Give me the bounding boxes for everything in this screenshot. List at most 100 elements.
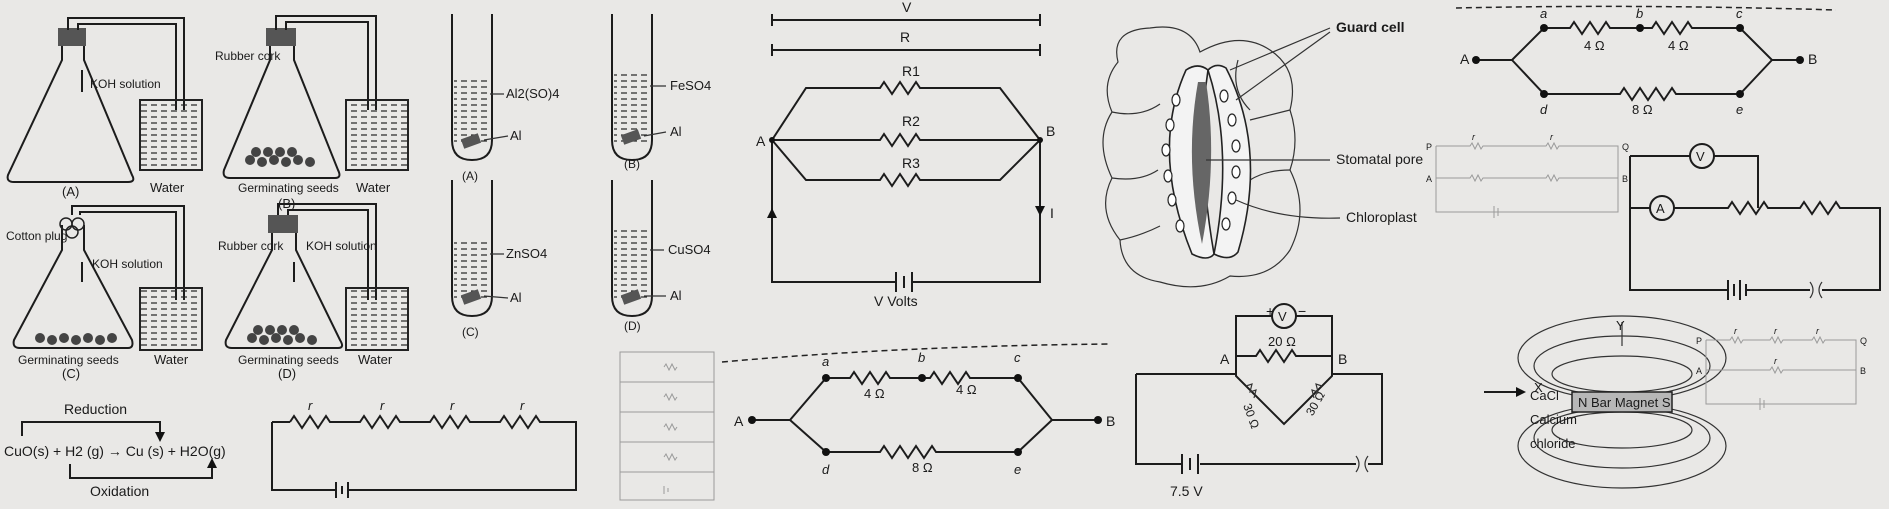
pq-panel-2: P Q A B r r r r — [1696, 326, 1867, 410]
meter-v-label: V — [1696, 149, 1705, 164]
series-r-1: r — [308, 398, 313, 413]
voltmeter-label: V — [1278, 309, 1287, 324]
flask-panel: KOH solution Water (A) Rubber cork Germi… — [6, 15, 409, 381]
stomatal-pore-shape — [1191, 82, 1212, 244]
flask-label-c: (C) — [62, 366, 80, 381]
chloride-label: chloride — [1530, 436, 1576, 451]
pq2-b: B — [1860, 366, 1866, 376]
reduction-label: Reduction — [64, 401, 127, 417]
flask-label-d: (D) — [278, 366, 296, 381]
beaker-d — [345, 287, 409, 351]
rubber-cork-label-d: Rubber cork — [218, 239, 284, 253]
bridge-a-label: A — [1220, 351, 1230, 367]
pq2-r4: r — [1774, 356, 1778, 366]
bar-magnet-label: N Bar Magnet S — [1578, 395, 1671, 410]
testtube-a: Al2(SO)4 Al (A) — [451, 14, 559, 183]
network-panel: a b c d e A B 4 Ω 4 Ω 8 Ω — [721, 343, 1115, 477]
rubber-cork-label-b: Rubber cork — [215, 49, 281, 63]
plus-sign: + — [1266, 303, 1274, 319]
metal-label-b: Al — [670, 124, 682, 139]
cotton-plug-icon — [59, 217, 85, 239]
pq2-a: A — [1696, 366, 1702, 376]
r-de-label: 8 Ω — [912, 460, 933, 475]
rnode-b: b — [1636, 6, 1643, 21]
meters-panel: V A — [1629, 143, 1881, 300]
pq2-r2: r — [1774, 326, 1778, 336]
pq2-q: Q — [1860, 336, 1867, 346]
battery-label: 7.5 V — [1170, 483, 1203, 499]
chloroplast-label: Chloroplast — [1346, 209, 1417, 225]
series-r-3: r — [450, 398, 455, 413]
magnet-panel: Y X N Bar Magnet S CaCl Calcium chloride — [1484, 315, 1727, 489]
calcium-label: Calcium — [1530, 412, 1577, 427]
node-d-small: d — [822, 462, 830, 477]
redox-equation: CuO(s) + H2 (g) → Cu (s) + H2O(g) — [4, 443, 226, 459]
koh-label-c: KOH solution — [92, 257, 163, 271]
node-a-big: A — [734, 413, 744, 429]
germinating-seeds-label-b: Germinating seeds — [238, 181, 339, 195]
node-e-small: e — [1014, 462, 1021, 477]
tube-label-d: (D) — [624, 319, 641, 333]
koh-label-a: KOH solution — [90, 77, 161, 91]
bridge-b-label: B — [1338, 351, 1347, 367]
rnode-e: e — [1736, 102, 1743, 117]
cacl-label: CaCl — [1530, 388, 1559, 403]
pq2-p: P — [1696, 336, 1702, 346]
r-right-label: 30 Ω — [1303, 389, 1328, 418]
redox-panel: Reduction CuO(s) + H2 (g) → Cu (s) + H2O… — [4, 401, 226, 499]
chloroplast-icons — [1161, 89, 1241, 233]
pq1-q: Q — [1622, 142, 1629, 152]
testtube-panel: Al2(SO)4 Al (A) FeSO4 Al (B) ZnSO4 Al (C… — [451, 14, 711, 339]
flask-b: Rubber cork Germinating seeds Water (B) — [215, 15, 409, 211]
rubber-cork-icon — [268, 215, 298, 233]
minus-sign: − — [1298, 303, 1306, 319]
right-network-panel: a b c d e A B 4 Ω 4 Ω 8 Ω — [1455, 5, 1837, 117]
pq2-r1: r — [1734, 326, 1738, 336]
r-top-label: 20 Ω — [1268, 334, 1296, 349]
rnode-a: a — [1540, 6, 1547, 21]
testtube-d: CuSO4 Al (D) — [611, 180, 711, 333]
current-label: I — [1050, 205, 1054, 221]
cotton-plug-label: Cotton plug — [6, 229, 67, 243]
rnode-a-big: A — [1460, 51, 1470, 67]
seeds-icon — [245, 147, 315, 167]
guard-cell-right — [1207, 64, 1252, 259]
water-label-c: Water — [154, 352, 189, 367]
beaker-c — [139, 287, 203, 351]
solution-label-b: FeSO4 — [670, 78, 711, 93]
meter-a-label: A — [1656, 201, 1665, 216]
node-b-label: B — [1046, 123, 1055, 139]
pq1-b: B — [1622, 174, 1628, 184]
rnode-b-big: B — [1808, 51, 1817, 67]
bar-magnet-icon — [1571, 391, 1673, 413]
solution-label-a: Al2(SO)4 — [506, 86, 559, 101]
ladder-panel — [619, 351, 715, 501]
rr-ab-label: 4 Ω — [1584, 38, 1605, 53]
rr-de-label: 8 Ω — [1632, 102, 1653, 117]
series-r-2: r — [380, 398, 385, 413]
pq-panel-1: P Q A B r r — [1426, 132, 1629, 218]
bridge-panel: V + − A B 20 Ω 30 Ω 30 Ω 7.5 V — [1135, 303, 1383, 499]
metal-label-d: Al — [670, 288, 682, 303]
stomata-panel: Guard cell Stomatal pore Chloroplast — [1102, 19, 1423, 288]
seeds-icon — [247, 325, 317, 345]
node-a-label: A — [756, 133, 766, 149]
r-ab-label: 4 Ω — [864, 386, 885, 401]
node-a-small: a — [822, 354, 829, 369]
rnode-d: d — [1540, 102, 1548, 117]
axis-y-label: Y — [1616, 318, 1625, 333]
series-r-4: r — [520, 398, 525, 413]
metal-label-a: Al — [510, 128, 522, 143]
stomatal-pore-label: Stomatal pore — [1336, 151, 1423, 167]
flask-label-a: (A) — [62, 184, 79, 199]
pq1-p: P — [1426, 142, 1432, 152]
node-b-small: b — [918, 350, 925, 365]
pq1-a: A — [1426, 174, 1432, 184]
germinating-seeds-label-d: Germinating seeds — [238, 353, 339, 367]
flask-a: KOH solution Water (A) — [6, 17, 203, 199]
v-volts-label: V Volts — [874, 293, 918, 309]
water-label-d: Water — [358, 352, 393, 367]
pq2-r3: r — [1816, 326, 1820, 336]
flask-c: Cotton plug KOH solution Germinating see… — [6, 205, 203, 381]
